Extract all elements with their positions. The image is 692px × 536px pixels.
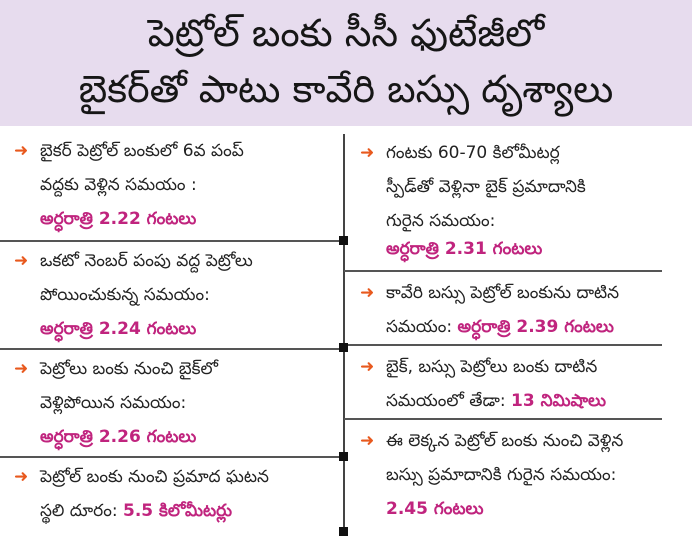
timeline-item: ➜ బైక్, బస్సు పెట్రోలు బంకు దాటిన సమయంలో… [352,348,692,424]
item-text: గంటకు 60-70 కిలోమీటర్ల [386,143,560,163]
arrow-icon: ➜ [14,359,29,379]
item-text: పెట్రోలు బంకు నుంచి బైక్‌లో [40,359,218,379]
item-text-prefix: సమయంలో తేడా: [386,391,511,411]
divider [344,344,662,346]
item-text: వెళ్లిపోయిన సమయం: [40,393,187,413]
item-text: పోయించుకున్న సమయం: [40,285,210,305]
item-text: స్థలి దూరం: 5.5 కిలోమీటర్లు [40,500,232,522]
timeline-item: ➜ పెట్రోలు బంకు నుంచి బైక్‌లో వెళ్లిపోయి… [0,352,340,456]
distance-value: 5.5 కిలోమీటర్లు [123,501,233,521]
headline-line-2: బైకర్‌తో పాటు కావేరి బస్సు దృశ్యాలు [78,67,614,111]
column-divider [343,134,345,536]
arrow-icon: ➜ [14,467,29,487]
divider-marker [339,236,348,245]
time-value: అర్ధరాత్రి 2.26 గంటలు [40,427,197,447]
divider-marker [339,343,348,352]
arrow-icon: ➜ [360,431,375,451]
divider-marker [339,452,348,461]
timeline-item: ➜ పెట్రోల్ బంకు నుంచి ప్రమాద ఘటన స్థలి ద… [0,460,340,536]
item-text-prefix: సమయం: [386,317,458,337]
arrow-icon: ➜ [360,357,375,377]
divider-marker [339,527,348,536]
item-text: గురైన సమయం: [386,211,496,231]
divider [0,240,343,242]
arrow-icon: ➜ [360,283,375,303]
item-text: సమయంలో తేడా: 13 నిమిషాలు [386,390,606,412]
item-text: ఒకటో నెంబర్ పంపు వద్ద పెట్రోలు [40,251,253,271]
item-text: బస్సు ప్రమాదానికి గురైన సమయం: [386,465,617,485]
time-value: అర్ధరాత్రి 2.39 గంటలు [457,317,614,337]
item-text: స్పీడ్‌తో వెళ్లినా బైక్ ప్రమాదానికి [386,177,586,197]
item-text: బైక్, బస్సు పెట్రోలు బంకు దాటిన [386,357,598,377]
headline-line-1: పెట్రోల్ బంకు సీసీ ఫుటేజీలో [147,11,545,55]
timeline-item: ➜ ఒకటో నెంబర్ పంపు వద్ద పెట్రోలు పోయించు… [0,244,340,348]
divider [344,418,662,420]
item-text: పెట్రోల్ బంకు నుంచి ప్రమాద ఘటన [40,467,269,487]
timeline-item: ➜ బైకర్ పెట్రోల్ బంకులో 6వ పంప్ వద్దకు వ… [0,134,340,238]
item-text: సమయం: అర్ధరాత్రి 2.39 గంటలు [386,316,614,338]
arrow-icon: ➜ [14,141,29,161]
time-value: అర్ధరాత్రి 2.31 గంటలు [386,239,543,259]
divider [0,348,343,350]
timeline-item: ➜ గంటకు 60-70 కిలోమీటర్ల స్పీడ్‌తో వెళ్ల… [352,134,692,268]
item-text: వద్దకు వెళ్లిన సమయం : [40,175,197,195]
arrow-icon: ➜ [360,143,375,163]
timeline-item: ➜ ఈ లెక్కన పెట్రోల్ బంకు నుంచి వెళ్లిన బ… [352,422,692,534]
item-text-prefix: స్థలి దూరం: [40,501,123,521]
divider [344,270,662,272]
time-value: అర్ధరాత్రి 2.22 గంటలు [40,209,197,229]
item-text: ఈ లెక్కన పెట్రోల్ బంకు నుంచి వెళ్లిన [386,431,624,451]
time-value: అర్ధరాత్రి 2.24 గంటలు [40,319,197,339]
timeline-item: ➜ కావేరి బస్సు పెట్రోల్ బంకును దాటిన సమయ… [352,274,692,350]
time-value: 2.45 గంటలు [386,499,484,519]
divider [0,456,343,458]
difference-value: 13 నిమిషాలు [511,391,606,411]
headline-banner: పెట్రోల్ బంకు సీసీ ఫుటేజీలో బైకర్‌తో పాట… [0,0,692,126]
item-text: కావేరి బస్సు పెట్రోల్ బంకును దాటిన [386,283,620,303]
arrow-icon: ➜ [14,251,29,271]
item-text: బైకర్ పెట్రోల్ బంకులో 6వ పంప్ [40,141,244,161]
